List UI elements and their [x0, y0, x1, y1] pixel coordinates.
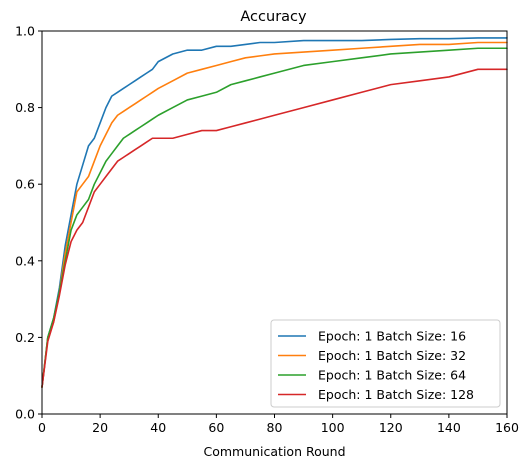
- y-tick-label: 0.2: [15, 330, 35, 345]
- legend-label-2: Epoch: 1 Batch Size: 64: [318, 368, 466, 383]
- x-axis: 0 20 40 60 80 100 120 140 160: [38, 414, 519, 435]
- legend: Epoch: 1 Batch Size: 16 Epoch: 1 Batch Si…: [270, 319, 501, 408]
- legend-label-1: Epoch: 1 Batch Size: 32: [318, 348, 466, 363]
- y-tick-label: 0.6: [15, 177, 35, 192]
- x-tick-label: 140: [437, 420, 461, 435]
- series-line-2: [41, 47, 508, 388]
- chart-title: Accuracy: [240, 9, 307, 25]
- series-line-0: [41, 37, 508, 388]
- y-axis: 0.0 0.2 0.4 0.6 0.8 1.0: [15, 24, 42, 422]
- x-axis-label: Communication Round: [203, 444, 345, 459]
- y-tick-label: 1.0: [15, 24, 35, 39]
- series-line-3: [41, 68, 508, 388]
- x-tick-label: 160: [495, 420, 519, 435]
- legend-box: [270, 319, 501, 408]
- y-tick-label: 0.4: [15, 253, 35, 268]
- x-tick-label: 80: [267, 420, 283, 435]
- legend-label-0: Epoch: 1 Batch Size: 16: [318, 329, 466, 344]
- x-tick-label: 40: [150, 420, 166, 435]
- x-tick-label: 120: [379, 420, 403, 435]
- series-layer: [41, 37, 508, 388]
- x-tick-label: 100: [321, 420, 345, 435]
- legend-label-3: Epoch: 1 Batch Size: 128: [318, 387, 474, 402]
- x-tick-label: 0: [38, 420, 46, 435]
- x-tick-label: 60: [208, 420, 224, 435]
- series-line-1: [41, 41, 508, 388]
- y-tick-label: 0.0: [15, 407, 35, 422]
- x-tick-label: 20: [92, 420, 108, 435]
- y-tick-label: 0.8: [15, 100, 35, 115]
- legend-items: Epoch: 1 Batch Size: 16 Epoch: 1 Batch Si…: [278, 329, 474, 402]
